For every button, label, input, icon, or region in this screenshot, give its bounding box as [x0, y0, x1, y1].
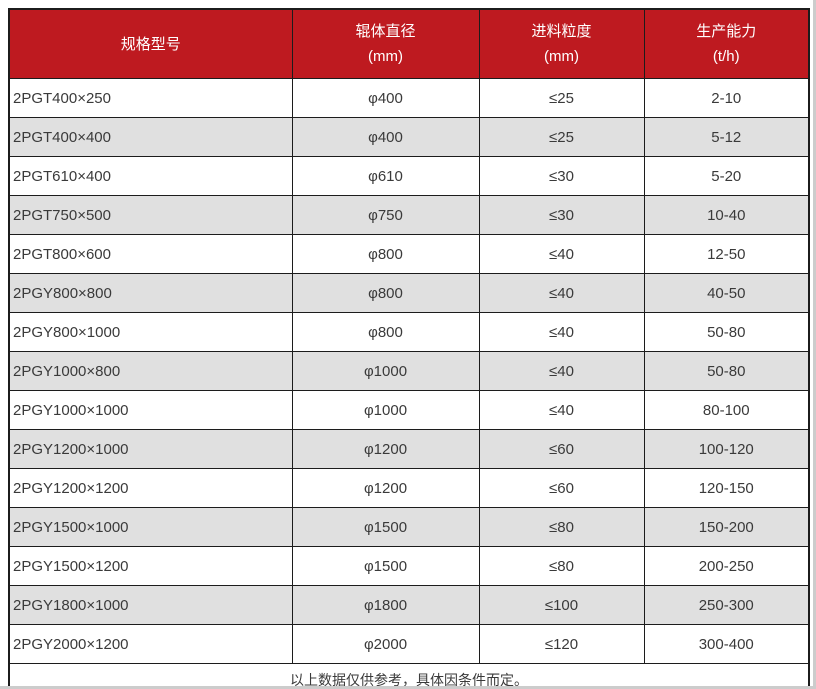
table-row: 2PGY800×1000 φ800 ≤40 50-80: [8, 312, 810, 352]
cell-capacity: 12-50: [643, 234, 810, 274]
table-row: 2PGY1800×1000 φ1800 ≤100 250-300: [8, 585, 810, 625]
cell-feed: ≤25: [478, 78, 645, 118]
table-row: 2PGY1500×1000 φ1500 ≤80 150-200: [8, 507, 810, 547]
cell-capacity: 2-10: [643, 78, 810, 118]
table-row: 2PGT750×500 φ750 ≤30 10-40: [8, 195, 810, 235]
header-row: 规格型号 辊体直径 (mm) 进料粒度 (mm) 生产能力 (t/h): [8, 8, 810, 79]
cell-feed: ≤60: [478, 429, 645, 469]
footer-row: 以上数据仅供参考，具体因条件而定。: [8, 663, 810, 689]
cell-capacity: 40-50: [643, 273, 810, 313]
cell-model: 2PGY800×1000: [8, 312, 293, 352]
cell-model: 2PGT400×400: [8, 117, 293, 157]
cell-capacity: 5-12: [643, 117, 810, 157]
cell-feed: ≤40: [478, 390, 645, 430]
cell-capacity: 10-40: [643, 195, 810, 235]
cell-feed: ≤80: [478, 507, 645, 547]
cell-feed: ≤120: [478, 624, 645, 664]
cell-model: 2PGY1500×1200: [8, 546, 293, 586]
table-row: 2PGT610×400 φ610 ≤30 5-20: [8, 156, 810, 196]
table-row: 2PGY2000×1200 φ2000 ≤120 300-400: [8, 624, 810, 664]
cell-diameter: φ1500: [291, 507, 480, 547]
cell-diameter: φ1500: [291, 546, 480, 586]
cell-capacity: 200-250: [643, 546, 810, 586]
table-row: 2PGY1200×1000 φ1200 ≤60 100-120: [8, 429, 810, 469]
footer-note: 以上数据仅供参考，具体因条件而定。: [8, 663, 810, 689]
cell-feed: ≤30: [478, 195, 645, 235]
cell-capacity: 150-200: [643, 507, 810, 547]
cell-feed: ≤40: [478, 351, 645, 391]
page-edge-shadow-bottom: [0, 686, 816, 689]
cell-capacity: 120-150: [643, 468, 810, 508]
col-header-feed-unit: (mm): [544, 48, 579, 65]
cell-diameter: φ1800: [291, 585, 480, 625]
table-row: 2PGY1000×800 φ1000 ≤40 50-80: [8, 351, 810, 391]
table-row: 2PGY1200×1200 φ1200 ≤60 120-150: [8, 468, 810, 508]
cell-diameter: φ400: [291, 117, 480, 157]
table-row: 2PGY1500×1200 φ1500 ≤80 200-250: [8, 546, 810, 586]
col-header-model-label: 规格型号: [120, 35, 181, 53]
col-header-feed: 进料粒度 (mm): [478, 8, 645, 79]
cell-model: 2PGY2000×1200: [8, 624, 293, 664]
cell-capacity: 250-300: [643, 585, 810, 625]
cell-feed: ≤25: [478, 117, 645, 157]
cell-model: 2PGT400×250: [8, 78, 293, 118]
col-header-capacity-label: 生产能力: [696, 23, 757, 40]
table-row: 2PGY1000×1000 φ1000 ≤40 80-100: [8, 390, 810, 430]
cell-feed: ≤100: [478, 585, 645, 625]
cell-feed: ≤60: [478, 468, 645, 508]
col-header-capacity-unit: (t/h): [712, 48, 740, 65]
cell-diameter: φ800: [291, 273, 480, 313]
table-row: 2PGY800×800 φ800 ≤40 40-50: [8, 273, 810, 313]
cell-diameter: φ750: [291, 195, 480, 235]
cell-model: 2PGT750×500: [8, 195, 293, 235]
cell-model: 2PGY800×800: [8, 273, 293, 313]
col-header-diameter-unit: (mm): [368, 48, 403, 65]
cell-capacity: 80-100: [643, 390, 810, 430]
table-row: 2PGT400×250 φ400 ≤25 2-10: [8, 78, 810, 118]
cell-capacity: 5-20: [643, 156, 810, 196]
col-header-capacity: 生产能力 (t/h): [643, 8, 810, 79]
table-row: 2PGT800×600 φ800 ≤40 12-50: [8, 234, 810, 274]
cell-feed: ≤40: [478, 312, 645, 352]
cell-diameter: φ1000: [291, 390, 480, 430]
cell-model: 2PGT610×400: [8, 156, 293, 196]
table-row: 2PGT400×400 φ400 ≤25 5-12: [8, 117, 810, 157]
cell-diameter: φ1200: [291, 468, 480, 508]
cell-diameter: φ800: [291, 312, 480, 352]
cell-model: 2PGT800×600: [8, 234, 293, 274]
cell-feed: ≤40: [478, 273, 645, 313]
cell-diameter: φ1200: [291, 429, 480, 469]
page-edge-shadow-right: [813, 0, 816, 689]
cell-capacity: 50-80: [643, 312, 810, 352]
col-header-diameter: 辊体直径 (mm): [291, 8, 480, 79]
cell-model: 2PGY1800×1000: [8, 585, 293, 625]
cell-diameter: φ2000: [291, 624, 480, 664]
spec-table: 规格型号 辊体直径 (mm) 进料粒度 (mm) 生产能力 (t/h) 2PGT…: [8, 8, 810, 689]
cell-diameter: φ610: [291, 156, 480, 196]
cell-feed: ≤30: [478, 156, 645, 196]
col-header-feed-label: 进料粒度: [531, 23, 592, 40]
cell-model: 2PGY1500×1000: [8, 507, 293, 547]
col-header-model: 规格型号: [8, 8, 293, 79]
cell-model: 2PGY1200×1200: [8, 468, 293, 508]
cell-model: 2PGY1000×1000: [8, 390, 293, 430]
cell-feed: ≤80: [478, 546, 645, 586]
cell-model: 2PGY1200×1000: [8, 429, 293, 469]
cell-diameter: φ400: [291, 78, 480, 118]
cell-capacity: 300-400: [643, 624, 810, 664]
cell-diameter: φ1000: [291, 351, 480, 391]
cell-model: 2PGY1000×800: [8, 351, 293, 391]
cell-capacity: 50-80: [643, 351, 810, 391]
cell-diameter: φ800: [291, 234, 480, 274]
cell-capacity: 100-120: [643, 429, 810, 469]
col-header-diameter-label: 辊体直径: [355, 23, 416, 40]
cell-feed: ≤40: [478, 234, 645, 274]
